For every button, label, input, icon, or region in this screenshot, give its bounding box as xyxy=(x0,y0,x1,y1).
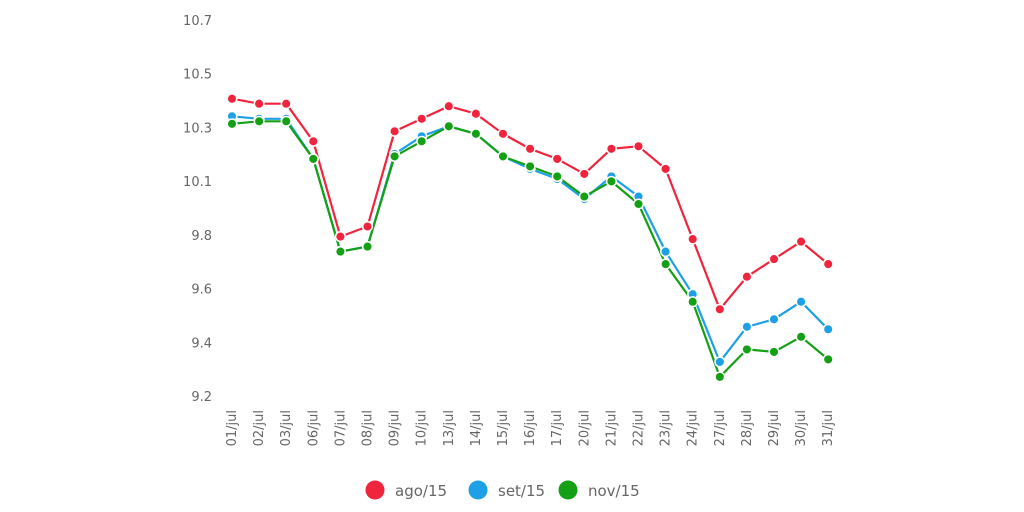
x-tick-label: 20/jul xyxy=(577,410,592,446)
data-point[interactable] xyxy=(660,246,672,258)
x-tick-label: 22/jul xyxy=(632,410,647,446)
x-tick-label: 09/jul xyxy=(388,410,403,446)
x-tick-label: 14/jul xyxy=(469,410,484,446)
data-point[interactable] xyxy=(578,168,590,180)
legend-marker xyxy=(365,480,385,500)
data-point[interactable] xyxy=(334,246,346,258)
data-point[interactable] xyxy=(714,303,726,315)
data-point[interactable] xyxy=(822,323,834,335)
x-tick-label: 13/jul xyxy=(442,410,457,446)
data-point[interactable] xyxy=(578,190,590,203)
legend-label: set/15 xyxy=(498,482,545,500)
data-point[interactable] xyxy=(822,353,834,365)
data-point[interactable] xyxy=(768,346,780,358)
data-point[interactable] xyxy=(551,153,563,165)
data-point[interactable] xyxy=(497,150,509,162)
data-point[interactable] xyxy=(307,135,319,147)
data-point[interactable] xyxy=(714,371,726,383)
data-point[interactable] xyxy=(768,313,780,325)
y-axis: 9.2 9.4 9.6 9.8 10.1 10.3 10.5 10.7 xyxy=(183,14,212,405)
data-point[interactable] xyxy=(497,128,509,140)
y-tick-label: 10.1 xyxy=(183,175,212,190)
legend-item-3[interactable]: nov/15 xyxy=(558,480,640,501)
x-tick-label: 27/jul xyxy=(713,410,728,446)
x-tick-label: 16/jul xyxy=(523,410,538,446)
data-point[interactable] xyxy=(280,98,292,110)
data-point[interactable] xyxy=(226,118,238,130)
legend[interactable]: ago/15 set/15 nov/15 xyxy=(365,480,640,501)
data-point[interactable] xyxy=(795,331,807,343)
legend-item-1[interactable]: ago/15 xyxy=(365,480,448,501)
data-point[interactable] xyxy=(361,220,374,233)
x-tick-label: 24/jul xyxy=(686,410,701,446)
data-point[interactable] xyxy=(822,258,834,270)
data-point[interactable] xyxy=(687,296,699,308)
legend-label: ago/15 xyxy=(395,482,447,500)
data-point[interactable] xyxy=(741,321,753,333)
data-point[interactable] xyxy=(307,153,319,165)
data-point[interactable] xyxy=(470,108,482,120)
data-point[interactable] xyxy=(551,170,563,182)
legend-marker xyxy=(468,480,488,500)
data-point[interactable] xyxy=(660,163,672,175)
y-tick-label: 9.6 xyxy=(191,283,212,298)
x-tick-label: 02/jul xyxy=(252,410,267,446)
data-point[interactable] xyxy=(795,296,807,308)
data-point[interactable] xyxy=(741,271,753,283)
data-point[interactable] xyxy=(714,356,726,368)
x-tick-label: 15/jul xyxy=(496,410,511,446)
data-point[interactable] xyxy=(389,125,401,137)
data-point[interactable] xyxy=(226,93,238,105)
y-tick-label: 10.5 xyxy=(183,68,212,83)
data-point[interactable] xyxy=(605,175,617,187)
data-point[interactable] xyxy=(741,343,753,355)
x-tick-label: 07/jul xyxy=(333,410,348,446)
y-tick-label: 10.7 xyxy=(183,14,212,29)
data-point[interactable] xyxy=(768,253,780,265)
data-point[interactable] xyxy=(416,113,428,125)
data-point[interactable] xyxy=(687,233,699,245)
data-point[interactable] xyxy=(334,231,346,243)
data-point[interactable] xyxy=(253,115,265,127)
x-tick-label: 29/jul xyxy=(767,410,782,446)
data-point[interactable] xyxy=(443,100,455,112)
legend-marker xyxy=(558,480,578,500)
data-point[interactable] xyxy=(389,150,401,162)
data-point[interactable] xyxy=(795,236,807,248)
data-point[interactable] xyxy=(443,120,455,132)
x-tick-label: 21/jul xyxy=(604,410,619,446)
x-axis: 01/jul 02/jul 03/jul 06/jul 07/jul 08/jul 09/j… xyxy=(225,410,836,446)
y-tick-label: 9.2 xyxy=(191,390,212,405)
data-point[interactable] xyxy=(416,135,428,147)
data-point[interactable] xyxy=(605,143,617,155)
series-points xyxy=(226,93,834,383)
legend-item-2[interactable]: set/15 xyxy=(468,480,546,501)
y-tick-label: 10.3 xyxy=(183,121,212,136)
x-tick-label: 17/jul xyxy=(550,410,565,446)
data-point[interactable] xyxy=(470,128,482,140)
y-tick-label: 9.4 xyxy=(191,336,212,351)
x-tick-label: 01/jul xyxy=(225,410,240,446)
y-tick-label: 9.8 xyxy=(191,229,212,244)
data-point[interactable] xyxy=(632,198,645,210)
series-line-1 xyxy=(231,97,829,311)
x-tick-label: 30/jul xyxy=(794,410,809,446)
data-point[interactable] xyxy=(524,160,536,172)
legend-label: nov/15 xyxy=(588,482,640,500)
x-tick-label: 10/jul xyxy=(415,410,430,446)
data-point[interactable] xyxy=(632,140,645,152)
x-tick-label: 03/jul xyxy=(279,410,294,446)
x-tick-label: 23/jul xyxy=(659,410,674,446)
x-tick-label: 28/jul xyxy=(740,410,755,446)
data-point[interactable] xyxy=(253,98,265,110)
data-point[interactable] xyxy=(361,241,374,253)
x-tick-label: 08/jul xyxy=(361,410,376,446)
data-point[interactable] xyxy=(524,143,536,155)
data-point[interactable] xyxy=(660,258,672,270)
x-tick-label: 06/jul xyxy=(306,410,321,446)
data-point[interactable] xyxy=(280,115,292,127)
x-tick-label: 31/jul xyxy=(821,410,836,446)
series-lines xyxy=(231,97,829,378)
